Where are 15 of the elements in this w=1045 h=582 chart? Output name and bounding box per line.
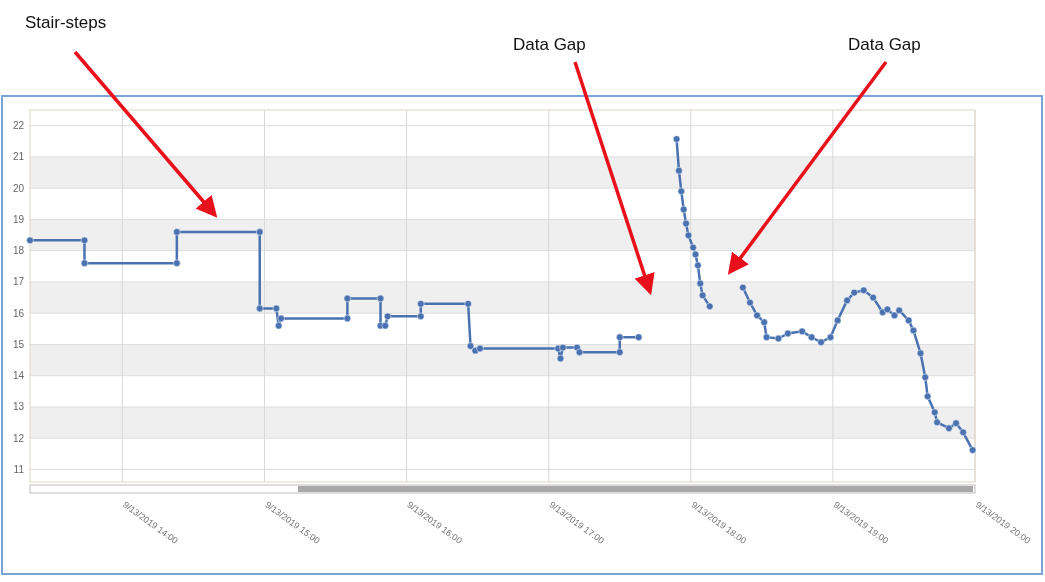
text: Data Gap <box>848 35 921 54</box>
y-tick-label: 20 <box>12 182 25 194</box>
y-tick-label: 18 <box>12 245 25 257</box>
y-tick-label: 17 <box>12 276 25 288</box>
y-tick-label: 15 <box>12 338 25 350</box>
y-tick-label: 19 <box>12 213 25 225</box>
y-tick-label: 12 <box>12 432 25 444</box>
text: Stair-steps <box>25 13 107 32</box>
y-tick-label: 21 <box>12 151 25 163</box>
y-tick-label: 11 <box>13 464 25 475</box>
y-tick-label: 22 <box>12 120 25 132</box>
text: Data Gap <box>513 35 586 54</box>
y-tick-label: 16 <box>12 307 25 319</box>
y-tick-label: 14 <box>12 370 25 382</box>
y-tick-label: 13 <box>12 401 25 413</box>
